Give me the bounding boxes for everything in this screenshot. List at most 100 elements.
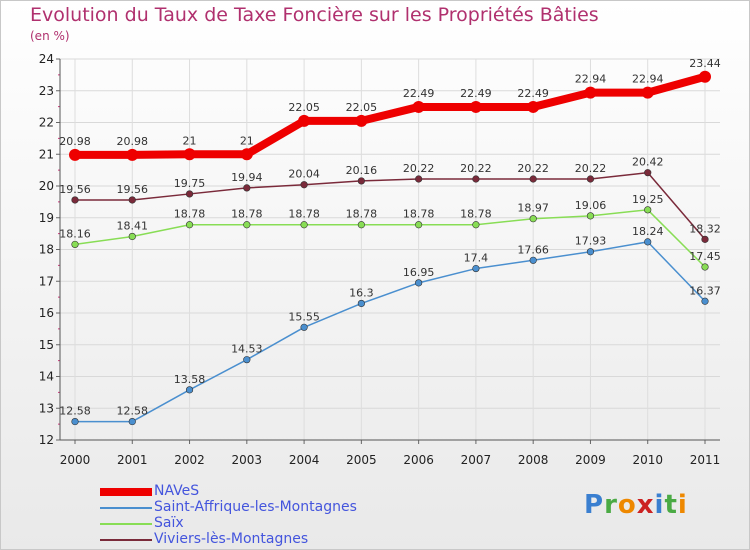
data-label: 18.41	[117, 219, 149, 232]
data-point	[641, 86, 654, 99]
y-tick-label: 17	[39, 274, 54, 288]
x-tick-label: 2010	[632, 453, 663, 467]
legend-label: Saint-Affrique-les-Montagnes	[154, 499, 357, 515]
axis-layer: 12 13 14 15 16 17 18 19 20 21 22 23 24 2000 2001 2002 20…	[39, 52, 721, 467]
data-label: 22.05	[288, 101, 320, 114]
data-point	[185, 221, 194, 229]
series-line	[74, 209, 706, 268]
data-label: 18.78	[231, 208, 263, 221]
series-sa-x: 18.16 18.41 18.78 18.78 18.78 18.78 18.78 18.78…	[59, 193, 721, 271]
data-label: 22.94	[575, 73, 607, 86]
data-point	[183, 148, 196, 161]
data-label: 17.66	[517, 243, 549, 256]
data-point	[472, 264, 480, 273]
y-tick-label: 12	[39, 433, 54, 447]
logo-letter: i	[677, 490, 688, 520]
logo-letter: P	[584, 490, 605, 520]
data-point	[527, 100, 540, 113]
data-point	[701, 263, 709, 271]
data-label: 17.45	[689, 250, 721, 263]
data-label: 18.24	[632, 225, 664, 238]
data-point	[586, 212, 595, 220]
x-tick-label: 2000	[60, 453, 91, 467]
data-label: 21	[240, 134, 254, 147]
y-tick-label: 20	[39, 179, 54, 193]
data-point	[472, 221, 480, 229]
data-point	[415, 221, 423, 229]
data-point	[701, 235, 709, 243]
data-point	[300, 181, 308, 189]
chart-subtitle: (en %)	[30, 29, 70, 43]
y-tick-label: 13	[39, 401, 54, 415]
data-point	[529, 215, 537, 223]
data-point	[243, 184, 251, 192]
data-label: 22.94	[632, 73, 664, 86]
logo-letter: t	[664, 490, 678, 520]
data-label: 17.93	[575, 235, 607, 248]
data-point	[584, 86, 597, 99]
data-point	[298, 114, 311, 127]
data-point	[128, 232, 136, 241]
data-label: 20.42	[632, 156, 664, 169]
data-point	[128, 196, 136, 204]
data-label: 19.94	[231, 171, 263, 184]
data-point	[240, 148, 253, 161]
y-tick-label: 23	[39, 84, 54, 98]
data-label: 12.58	[59, 405, 91, 418]
data-label: 16.37	[689, 284, 721, 297]
data-label: 20.98	[59, 135, 91, 148]
chart-title: Evolution du Taux de Taxe Foncière sur l…	[30, 4, 599, 26]
data-point	[469, 100, 482, 113]
x-tick-label: 2005	[346, 453, 377, 467]
data-label: 22.05	[346, 101, 378, 114]
data-point	[529, 175, 537, 183]
y-tick-label: 16	[39, 306, 54, 320]
data-label: 13.58	[174, 373, 206, 386]
x-tick-label: 2002	[174, 453, 205, 467]
data-label: 18.78	[403, 208, 435, 221]
data-point	[128, 417, 136, 426]
series-viviers-l-s-montagnes: 19.56 19.56 19.75 19.94 20.04 20.16 20.22 20.22…	[59, 156, 721, 243]
x-tick-label: 2004	[289, 453, 320, 467]
logo-letter: o	[617, 490, 637, 520]
data-point	[243, 356, 251, 364]
data-point	[357, 299, 365, 308]
data-point	[243, 221, 251, 229]
series-layer: 12.58 12.58 13.58 14.53 15.55 16.3 16.95 17.4 17…	[59, 57, 721, 426]
y-tick-label: 19	[39, 211, 54, 225]
data-label: 18.78	[288, 208, 320, 221]
data-label: 16.3	[349, 286, 374, 299]
data-point	[644, 169, 652, 177]
series-line	[75, 72, 707, 159]
data-label: 18.32	[689, 222, 721, 235]
data-point	[415, 175, 423, 183]
logo-letter: r	[604, 490, 618, 520]
x-tick-label: 2008	[518, 453, 549, 467]
data-label: 20.04	[288, 168, 320, 181]
data-label: 14.53	[231, 343, 263, 356]
data-label: 20.98	[117, 135, 149, 148]
data-point	[412, 100, 425, 113]
data-label: 12.58	[117, 405, 149, 418]
data-point	[586, 175, 595, 183]
x-tick-label: 2003	[232, 453, 263, 467]
data-label: 20.22	[403, 162, 435, 175]
x-tick-label: 2006	[403, 453, 434, 467]
y-tick-label: 14	[39, 370, 54, 384]
data-label: 19.25	[632, 193, 664, 206]
y-tick-label: 22	[39, 116, 54, 130]
legend-label: NAVeS	[154, 483, 200, 499]
data-point	[71, 196, 79, 204]
data-point	[701, 297, 709, 305]
logo-letter: x	[636, 490, 655, 520]
data-label: 18.16	[59, 227, 91, 240]
y-tick-label: 21	[39, 147, 54, 161]
data-point	[355, 114, 368, 127]
data-label: 16.95	[403, 266, 435, 279]
data-point	[644, 238, 652, 246]
series-saint-affrique-les-montagnes: 12.58 12.58 13.58 14.53 15.55 16.3 16.95 17.4 17…	[59, 225, 721, 426]
data-point	[126, 148, 139, 161]
data-point	[357, 177, 365, 185]
data-label: 19.56	[117, 183, 149, 196]
